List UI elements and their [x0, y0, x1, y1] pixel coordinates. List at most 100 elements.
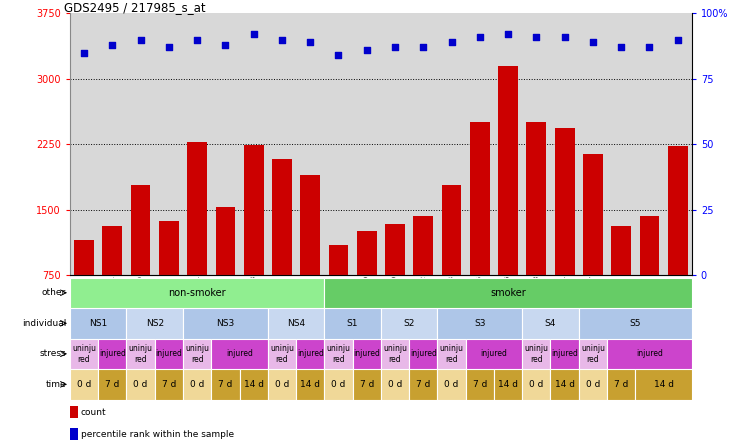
Bar [296, 338, 325, 369]
Bar [127, 338, 155, 369]
Text: uninju
red: uninju red [270, 344, 294, 364]
Text: 0 d: 0 d [133, 380, 148, 389]
Bar [640, 216, 659, 341]
Bar [381, 308, 437, 338]
Text: injured: injured [636, 349, 663, 358]
Bar [127, 308, 183, 338]
Text: 14 d: 14 d [244, 380, 263, 389]
Text: stress: stress [40, 349, 66, 358]
Bar [98, 369, 127, 400]
Bar [216, 207, 236, 341]
Bar [523, 369, 551, 400]
Bar [498, 66, 518, 341]
Bar [551, 369, 578, 400]
Bar [244, 145, 263, 341]
Text: percentile rank within the sample: percentile rank within the sample [81, 429, 234, 439]
Text: non-smoker: non-smoker [169, 288, 226, 298]
Text: 0 d: 0 d [529, 380, 544, 389]
Bar [325, 278, 692, 308]
Text: injured: injured [410, 349, 436, 358]
Bar [74, 240, 94, 341]
Text: NS1: NS1 [89, 319, 107, 328]
Bar [296, 369, 325, 400]
Text: NS4: NS4 [287, 319, 305, 328]
Bar [555, 128, 575, 341]
Bar [187, 142, 207, 341]
Text: time: time [46, 380, 66, 389]
Bar [409, 338, 437, 369]
Bar [523, 308, 578, 338]
Text: individual: individual [22, 319, 66, 328]
Text: 7 d: 7 d [218, 380, 233, 389]
Bar [668, 146, 687, 341]
Point [502, 31, 514, 38]
Text: S5: S5 [629, 319, 641, 328]
Text: injured: injured [226, 349, 253, 358]
Text: 0 d: 0 d [388, 380, 402, 389]
Bar [381, 369, 409, 400]
Bar [437, 369, 466, 400]
Text: uninju
red: uninju red [383, 344, 407, 364]
Bar [353, 369, 381, 400]
Text: 0 d: 0 d [77, 380, 91, 389]
Text: S2: S2 [403, 319, 415, 328]
Bar [70, 278, 325, 308]
Bar [268, 369, 296, 400]
Point [417, 44, 429, 51]
Bar [328, 245, 348, 341]
Text: injured: injured [155, 349, 183, 358]
Bar [70, 406, 78, 418]
Bar [414, 216, 434, 341]
Bar [437, 308, 523, 338]
Bar [385, 224, 405, 341]
Text: 0 d: 0 d [190, 380, 205, 389]
Bar [523, 338, 551, 369]
Text: injured: injured [353, 349, 381, 358]
Point [587, 39, 599, 46]
Bar [155, 338, 183, 369]
Bar [635, 369, 692, 400]
Text: S1: S1 [347, 319, 358, 328]
Text: injured: injured [481, 349, 507, 358]
Text: other: other [42, 288, 66, 297]
Bar [70, 369, 98, 400]
Point [531, 33, 542, 40]
Bar [268, 338, 296, 369]
Text: injured: injured [551, 349, 578, 358]
Text: injured: injured [297, 349, 324, 358]
Bar [102, 226, 122, 341]
Bar [442, 185, 461, 341]
Text: uninju
red: uninju red [185, 344, 209, 364]
Text: count: count [81, 408, 107, 416]
Bar [526, 123, 546, 341]
Point [219, 41, 231, 48]
Bar [607, 369, 635, 400]
Text: 0 d: 0 d [586, 380, 600, 389]
Bar [583, 154, 603, 341]
Text: uninju
red: uninju red [581, 344, 605, 364]
Bar [70, 308, 127, 338]
Text: NS2: NS2 [146, 319, 164, 328]
Text: 7 d: 7 d [105, 380, 119, 389]
Point [78, 49, 90, 56]
Point [333, 52, 344, 59]
Bar [127, 369, 155, 400]
Bar [357, 231, 377, 341]
Bar [211, 338, 268, 369]
Bar [612, 226, 631, 341]
Text: 7 d: 7 d [473, 380, 487, 389]
Bar [239, 369, 268, 400]
Text: NS3: NS3 [216, 319, 235, 328]
Point [559, 33, 570, 40]
Bar [70, 428, 78, 440]
Point [446, 39, 458, 46]
Point [163, 44, 174, 51]
Bar [578, 338, 607, 369]
Bar [470, 123, 489, 341]
Text: 14 d: 14 d [300, 380, 320, 389]
Bar [325, 338, 353, 369]
Text: uninju
red: uninju red [72, 344, 96, 364]
Point [304, 39, 316, 46]
Text: 7 d: 7 d [162, 380, 176, 389]
Bar [70, 338, 98, 369]
